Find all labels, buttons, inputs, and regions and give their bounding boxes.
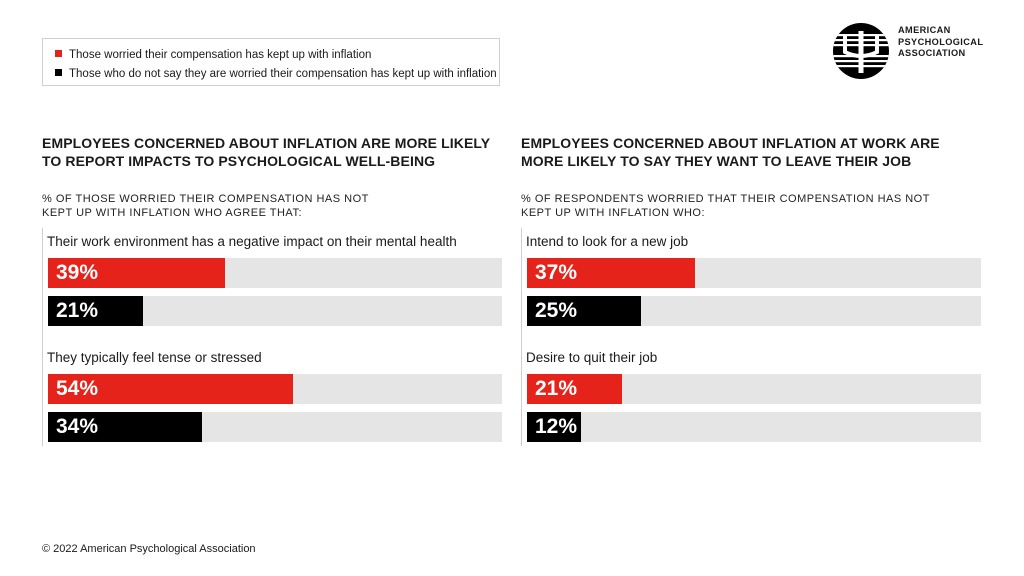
question-label: Desire to quit their job [526,350,658,365]
bar [48,412,202,442]
chart-title-line-1: EMPLOYEES CONCERNED ABOUT INFLATION ARE … [42,135,491,151]
legend: Those worried their compensation has kep… [42,38,500,86]
bar-value-label: 12% [535,415,578,438]
bar-track: 34% [48,412,502,442]
logo-line-3: ASSOCIATION [898,48,966,58]
bar-track: 25% [527,296,981,326]
chart-subtitle: % OF RESPONDENTS WORRIED THAT THEIR COMP… [521,192,961,220]
bar-track: 37% [527,258,981,288]
bar-track: 39% [48,258,502,288]
chart-subtitle-line-2: KEPT UP WITH INFLATION WHO AGREE THAT: [42,207,303,219]
chart-subtitle-line-1: % OF THOSE WORRIED THEIR COMPENSATION HA… [42,193,369,205]
chart-subtitle-line-2: KEPT UP WITH INFLATION WHO: [521,207,706,219]
bar-track: 21% [48,296,502,326]
chart-title-line-1: EMPLOYEES CONCERNED ABOUT INFLATION AT W… [521,135,940,151]
question-label: Intend to look for a new job [526,234,689,249]
question-label: Their work environment has a negative im… [47,234,457,249]
bar-track: 12% [527,412,981,442]
copyright-footer: © 2022 American Psychological Associatio… [42,543,256,555]
chart-panel-wellbeing: EMPLOYEES CONCERNED ABOUT INFLATION ARE … [42,134,502,446]
chart-title-line-2: TO REPORT IMPACTS TO PSYCHOLOGICAL WELL-… [42,153,436,169]
bar [527,258,695,288]
bar-track: 21% [527,374,981,404]
chart-title-line-2: MORE LIKELY TO SAY THEY WANT TO LEAVE TH… [521,153,912,169]
bar-value-label: 25% [535,299,578,322]
bar-value-label: 21% [56,299,99,322]
bar-value-label: 34% [56,415,99,438]
chart-title: EMPLOYEES CONCERNED ABOUT INFLATION AT W… [521,134,991,170]
bar [48,258,225,288]
chart-subtitle-line-1: % OF RESPONDENTS WORRIED THAT THEIR COMP… [521,193,930,205]
legend-item-not-worried: Those who do not say they are worried th… [55,67,497,81]
legend-item-worried: Those worried their compensation has kep… [55,48,371,62]
logo-line-1: AMERICAN [898,25,951,35]
logo-text: AMERICAN PSYCHOLOGICAL ASSOCIATION [898,25,983,60]
bar [48,296,143,326]
legend-label-worried: Those worried their compensation has kep… [69,49,372,61]
legend-label-not-worried: Those who do not say they are worried th… [69,68,497,80]
bar [48,374,293,404]
legend-swatch-red [55,50,62,57]
bar [527,296,641,326]
bar-value-label: 21% [535,377,578,400]
question-label: They typically feel tense or stressed [47,350,262,365]
bar-value-label: 39% [56,261,99,284]
logo-line-2: PSYCHOLOGICAL [898,36,984,47]
apa-logo: AMERICAN PSYCHOLOGICAL ASSOCIATION [832,22,992,82]
apa-emblem-icon [833,23,889,79]
bar [527,374,622,404]
bar-value-label: 54% [56,377,99,400]
chart-subtitle: % OF THOSE WORRIED THEIR COMPENSATION HA… [42,192,482,220]
panel-divider [521,228,522,446]
chart-title: EMPLOYEES CONCERNED ABOUT INFLATION ARE … [42,134,512,170]
bar-value-label: 37% [535,261,578,284]
panel-divider [42,228,43,446]
chart-panel-leave-job: EMPLOYEES CONCERNED ABOUT INFLATION AT W… [521,134,981,446]
legend-swatch-black [55,69,62,76]
bar [527,412,581,442]
bar-track: 54% [48,374,502,404]
